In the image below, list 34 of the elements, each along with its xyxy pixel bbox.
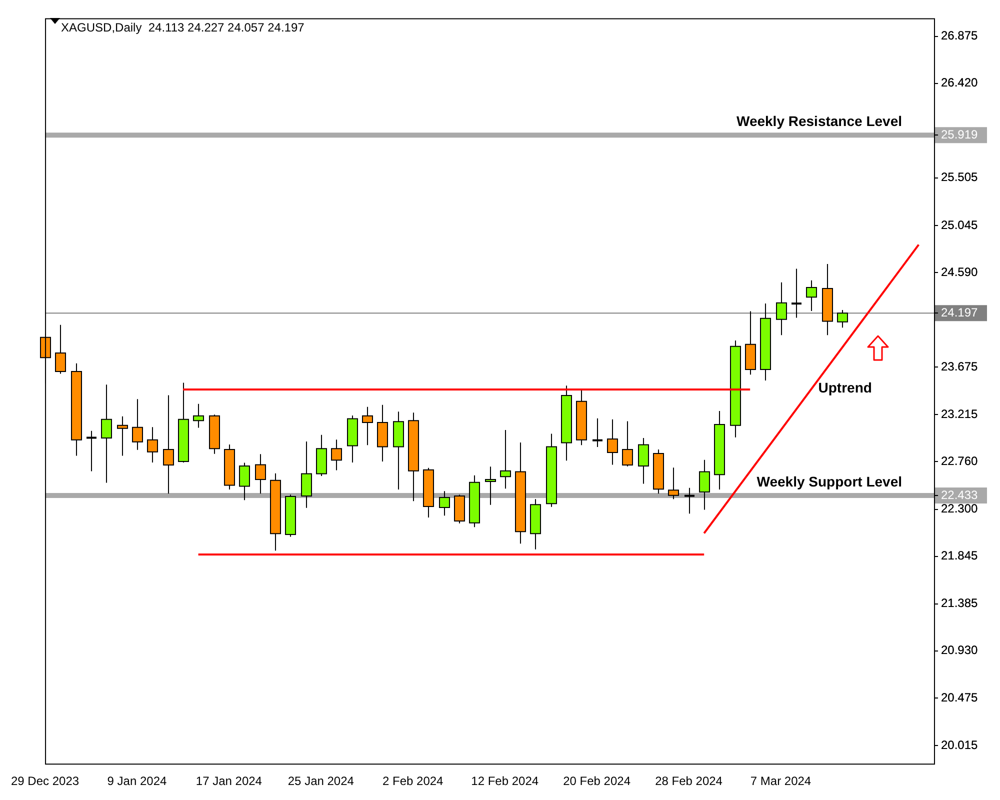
y-tick-label: 25.505 [941,170,978,184]
x-tick-label: 25 Jan 2024 [288,774,354,788]
y-tick-label: 25.045 [941,218,978,232]
x-tick-label: 7 Mar 2024 [750,774,812,788]
x-tick-label: 17 Jan 2024 [196,774,262,788]
y-tick-label: 20.930 [941,643,978,658]
x-tick-label: 20 Feb 2024 [563,774,631,788]
candlestick [592,418,604,448]
chart-title: XAGUSD,Daily 24.113 24.227 24.057 24.197 [61,20,305,35]
candlestick [684,487,696,514]
y-tick-label: 20.015 [941,738,978,752]
y-tick-label: 25.919 [941,127,978,142]
x-tick-label: 28 Feb 2024 [655,774,723,788]
y-tick-label: 22.433 [941,488,978,502]
y-tick-label: 24.197 [941,305,978,320]
y-tick-label: 20.475 [941,690,978,704]
y-tick-label: 23.675 [941,359,978,374]
ref-line-label: Weekly Support Level [756,473,902,490]
x-tick-label: 2 Feb 2024 [382,774,444,788]
candlestick [86,430,98,472]
y-tick-label: 23.215 [941,406,978,421]
y-tick-label: 26.420 [941,76,978,90]
y-tick-label: 22.760 [941,454,978,468]
ref-line-label: Weekly Resistance Level [736,112,902,129]
y-tick-label: 21.385 [941,596,978,610]
y-tick-label: 22.300 [941,502,978,516]
x-tick-label: 29 Dec 2023 [10,774,80,788]
y-tick-label: 24.590 [941,264,978,279]
x-tick-label: 9 Jan 2024 [107,774,168,788]
y-tick-label: 21.845 [941,548,978,563]
candlestick [790,268,802,318]
y-tick-label: 26.875 [941,28,978,43]
annotation: Uptrend [818,380,872,396]
x-tick-label: 12 Feb 2024 [471,774,539,788]
